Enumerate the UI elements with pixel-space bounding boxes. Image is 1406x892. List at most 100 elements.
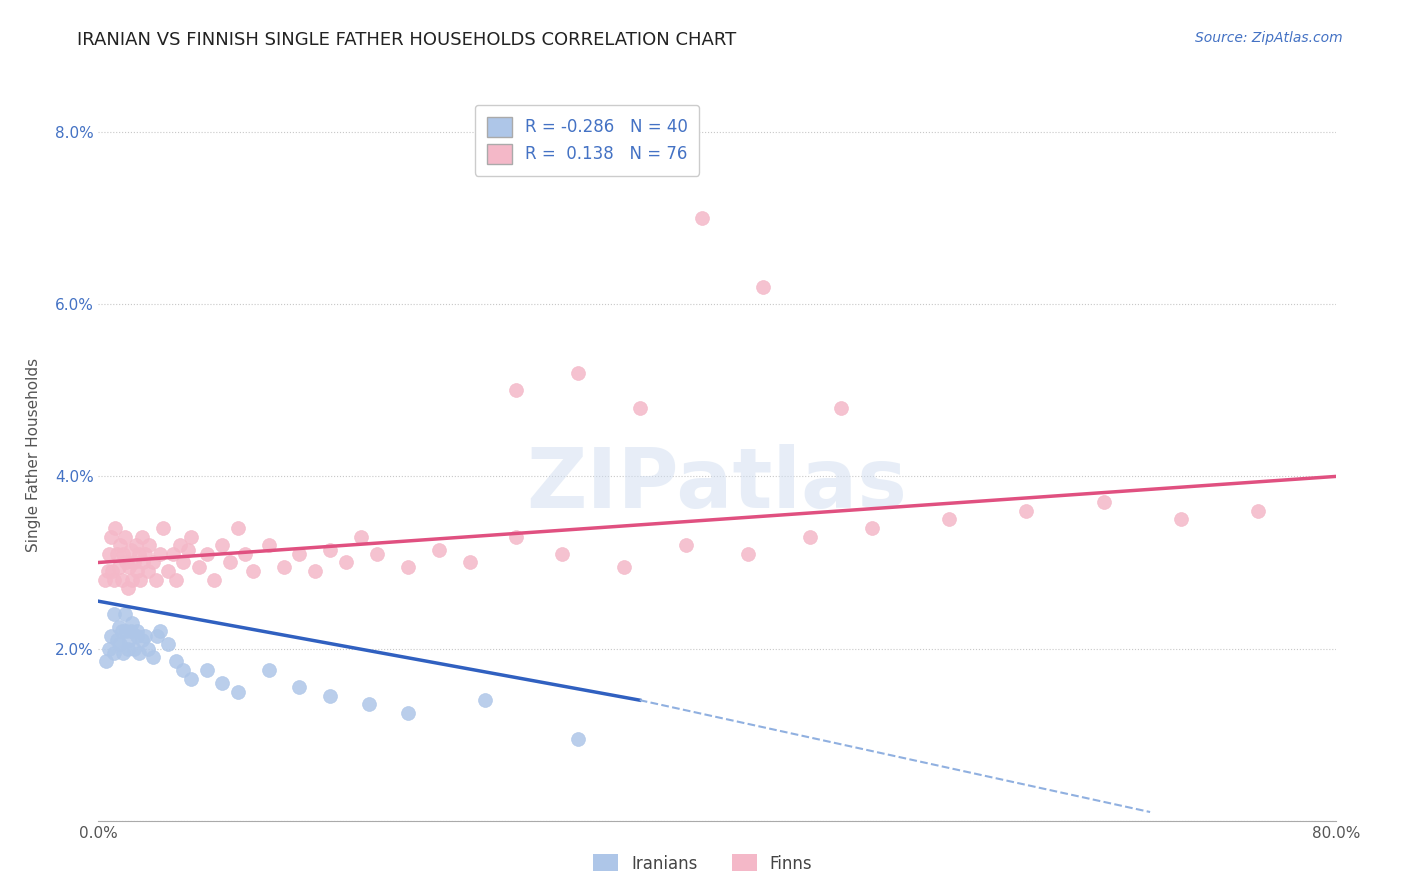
- Point: [474, 693, 496, 707]
- Point: [141, 650, 165, 665]
- Point: [567, 366, 589, 380]
- Point: [107, 620, 129, 634]
- Point: [165, 655, 187, 669]
- Point: [149, 547, 172, 561]
- Point: [129, 573, 152, 587]
- Point: [752, 280, 775, 294]
- Point: [1092, 495, 1115, 509]
- Point: [219, 556, 242, 570]
- Point: [98, 641, 121, 656]
- Point: [117, 641, 139, 656]
- Point: [613, 559, 636, 574]
- Point: [172, 556, 194, 570]
- Point: [93, 573, 115, 587]
- Point: [188, 559, 211, 574]
- Point: [357, 698, 380, 712]
- Point: [114, 530, 136, 544]
- Point: [145, 573, 167, 587]
- Point: [273, 559, 295, 574]
- Point: [157, 637, 180, 651]
- Legend: Iranians, Finns: Iranians, Finns: [586, 847, 820, 880]
- Point: [830, 401, 852, 415]
- Point: [180, 530, 202, 544]
- Point: [226, 684, 249, 698]
- Point: [157, 564, 180, 578]
- Point: [177, 542, 200, 557]
- Point: [1247, 504, 1270, 518]
- Point: [165, 573, 187, 587]
- Point: [690, 211, 713, 226]
- Point: [115, 556, 138, 570]
- Point: [101, 564, 124, 578]
- Point: [118, 632, 141, 647]
- Point: [233, 547, 257, 561]
- Point: [100, 629, 122, 643]
- Point: [396, 559, 419, 574]
- Point: [319, 542, 342, 557]
- Point: [152, 521, 174, 535]
- Point: [100, 530, 122, 544]
- Point: [134, 629, 156, 643]
- Point: [128, 547, 150, 561]
- Point: [505, 530, 527, 544]
- Point: [366, 547, 388, 561]
- Point: [257, 663, 280, 677]
- Point: [127, 624, 149, 639]
- Point: [146, 629, 169, 643]
- Point: [115, 624, 138, 639]
- Point: [111, 624, 132, 639]
- Point: [551, 547, 574, 561]
- Point: [149, 624, 172, 639]
- Point: [211, 538, 233, 552]
- Point: [567, 731, 589, 746]
- Point: [111, 573, 132, 587]
- Point: [1170, 512, 1192, 526]
- Point: [226, 521, 249, 535]
- Point: [108, 538, 131, 552]
- Y-axis label: Single Father Households: Single Father Households: [25, 358, 41, 552]
- Point: [458, 556, 481, 570]
- Point: [288, 547, 311, 561]
- Point: [121, 615, 143, 630]
- Point: [122, 641, 145, 656]
- Point: [799, 530, 821, 544]
- Point: [105, 632, 128, 647]
- Point: [628, 401, 651, 415]
- Point: [124, 538, 146, 552]
- Point: [1015, 504, 1038, 518]
- Point: [141, 556, 165, 570]
- Point: [136, 641, 159, 656]
- Point: [938, 512, 960, 526]
- Point: [132, 556, 155, 570]
- Point: [136, 564, 159, 578]
- Point: [120, 624, 142, 639]
- Point: [335, 556, 357, 570]
- Point: [195, 547, 218, 561]
- Point: [127, 629, 149, 643]
- Legend: R = -0.286   N = 40, R =  0.138   N = 76: R = -0.286 N = 40, R = 0.138 N = 76: [475, 105, 699, 176]
- Point: [427, 542, 450, 557]
- Point: [737, 547, 759, 561]
- Point: [118, 559, 141, 574]
- Text: IRANIAN VS FINNISH SINGLE FATHER HOUSEHOLDS CORRELATION CHART: IRANIAN VS FINNISH SINGLE FATHER HOUSEHO…: [77, 31, 737, 49]
- Point: [288, 680, 311, 694]
- Point: [211, 676, 233, 690]
- Point: [162, 547, 184, 561]
- Point: [195, 663, 218, 677]
- Point: [112, 646, 135, 660]
- Point: [127, 564, 149, 578]
- Point: [860, 521, 883, 535]
- Point: [131, 632, 153, 647]
- Point: [117, 582, 139, 596]
- Point: [242, 564, 264, 578]
- Point: [172, 663, 194, 677]
- Point: [134, 547, 156, 561]
- Point: [675, 538, 697, 552]
- Point: [121, 573, 143, 587]
- Point: [169, 538, 191, 552]
- Point: [505, 384, 527, 398]
- Point: [103, 646, 125, 660]
- Point: [204, 573, 226, 587]
- Text: Source: ZipAtlas.com: Source: ZipAtlas.com: [1195, 31, 1343, 45]
- Point: [350, 530, 373, 544]
